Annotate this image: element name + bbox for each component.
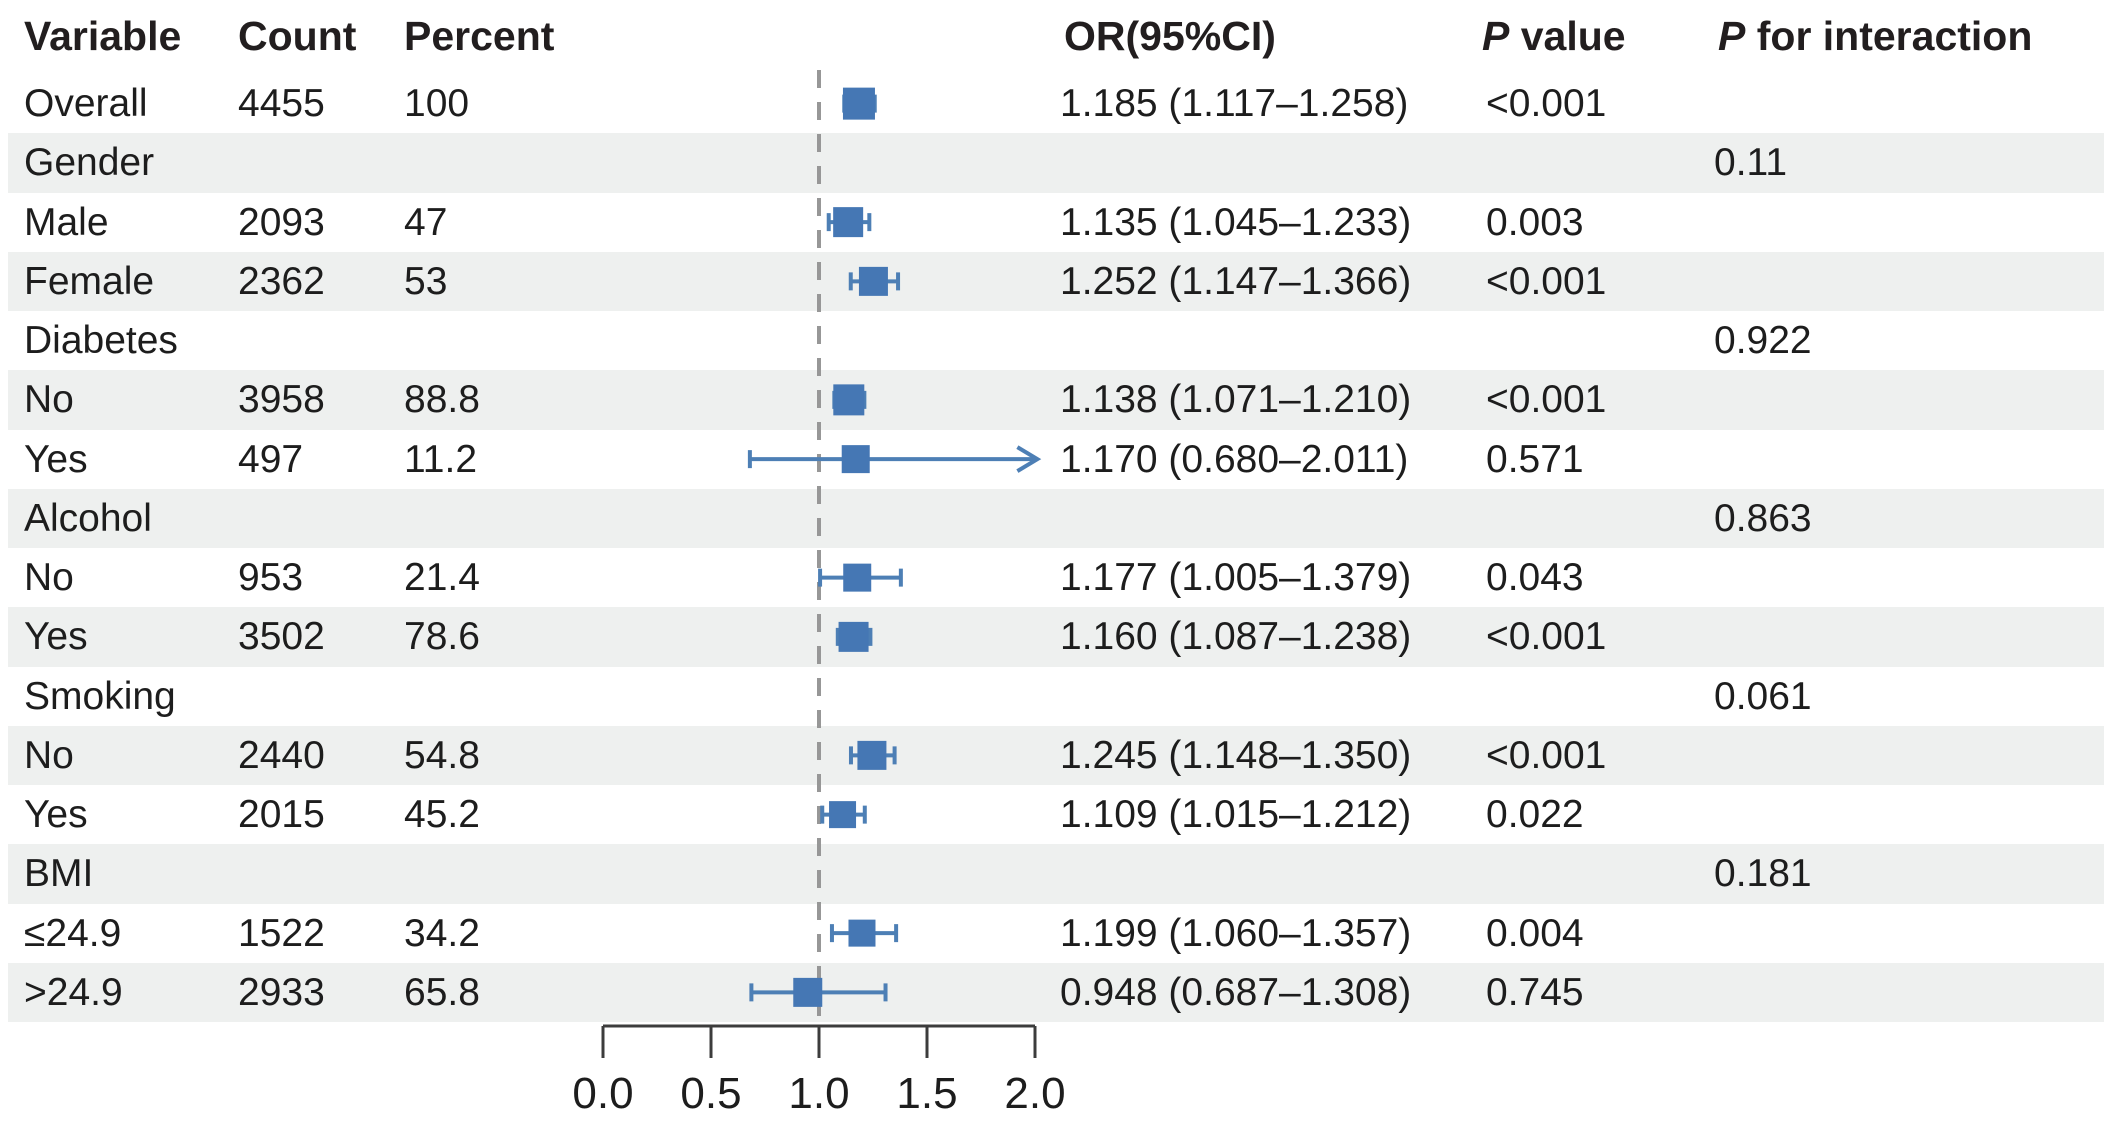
row-variable-label: Female	[24, 259, 155, 303]
row-p-interaction-value: 0.863	[1714, 496, 1812, 540]
row-percent-value: 53	[404, 259, 448, 303]
axis-tick-label: 0.5	[680, 1069, 741, 1118]
row-p-value: 0.003	[1486, 200, 1584, 244]
column-header-p-interaction: P for interaction	[1718, 0, 2032, 72]
column-header-percent: Percent	[404, 13, 555, 59]
p-interaction-italic-p: P	[1718, 13, 1746, 59]
row-p-interaction-value: 0.181	[1714, 852, 1812, 896]
table-row: No 3958 88.8 1.138 (1.071–1.210) <0.001	[8, 370, 2104, 430]
row-p-interaction-value: 0.061	[1714, 674, 1812, 718]
row-variable-label: >24.9	[24, 970, 123, 1014]
row-p-value: <0.001	[1486, 615, 1607, 659]
p-interaction-rest: for interaction	[1745, 13, 2033, 59]
row-percent-value: 78.6	[404, 615, 480, 659]
column-header-variable: Variable	[24, 13, 182, 59]
row-or-ci-value: 1.199 (1.060–1.357)	[1060, 911, 1412, 955]
table-row: No 953 21.4 1.177 (1.005–1.379) 0.043	[8, 548, 2104, 607]
column-header-count: Count	[238, 13, 357, 59]
row-count-value: 2933	[238, 970, 325, 1014]
row-or-ci-value: 1.170 (0.680–2.011)	[1060, 437, 1409, 481]
row-p-value: <0.001	[1486, 378, 1607, 422]
table-row: Female 2362 53 1.252 (1.147–1.366) <0.001	[8, 251, 2104, 311]
row-variable-label: ≤24.9	[24, 911, 122, 955]
table-row-group: Alcohol 0.863	[8, 488, 2104, 548]
row-percent-value: 54.8	[404, 733, 480, 777]
table-row: Yes 2015 45.2 1.109 (1.015–1.212) 0.022	[8, 785, 2104, 844]
table-row-group: Diabetes 0.922	[8, 311, 2104, 370]
row-or-ci-value: 1.185 (1.117–1.258)	[1060, 82, 1409, 125]
row-variable-label: No	[24, 378, 74, 422]
row-percent-value: 11.2	[404, 437, 478, 481]
row-variable-label: Diabetes	[24, 319, 178, 362]
row-percent-value: 45.2	[404, 793, 480, 836]
row-count-value: 3958	[238, 378, 325, 422]
row-count-value: 2015	[238, 793, 325, 836]
row-percent-value: 100	[404, 82, 470, 125]
table-row: Male 2093 47 1.135 (1.045–1.233) 0.003	[8, 193, 2104, 252]
row-or-ci-value: 1.252 (1.147–1.366)	[1060, 259, 1412, 303]
row-variable-label: Yes	[24, 615, 88, 659]
row-or-ci-value: 0.948 (0.687–1.308)	[1060, 970, 1412, 1014]
row-variable-label: No	[24, 733, 74, 777]
row-or-ci-value: 1.135 (1.045–1.233)	[1060, 200, 1412, 244]
row-percent-value: 47	[404, 200, 448, 244]
row-p-interaction-value: 0.11	[1714, 141, 1788, 185]
row-variable-label: Alcohol	[24, 496, 152, 540]
row-count-value: 2362	[238, 259, 325, 303]
row-p-value: 0.745	[1486, 970, 1584, 1014]
row-p-value: 0.043	[1486, 556, 1584, 599]
row-percent-value: 21.4	[404, 556, 480, 599]
row-count-value: 497	[238, 437, 304, 481]
row-or-ci-value: 1.138 (1.071–1.210)	[1060, 378, 1412, 422]
row-p-value: <0.001	[1486, 733, 1607, 777]
table-row-group: Smoking 0.061	[8, 667, 2104, 726]
row-count-value: 1522	[238, 911, 325, 955]
row-variable-label: Yes	[24, 793, 88, 836]
row-variable-label: Overall	[24, 82, 148, 125]
row-or-ci-value: 1.109 (1.015–1.212)	[1060, 793, 1412, 836]
row-or-ci-value: 1.177 (1.005–1.379)	[1060, 556, 1412, 599]
table-row-group: Gender 0.11	[8, 133, 2104, 193]
axis-tick-label: 2.0	[1004, 1069, 1065, 1118]
table-row: Yes 497 11.2 1.170 (0.680–2.011) 0.571	[8, 430, 2104, 489]
table-row: ≤24.9 1522 34.2 1.199 (1.060–1.357) 0.004	[8, 904, 2104, 963]
column-header-or-ci: OR(95%CI)	[1064, 13, 1276, 59]
axis-tick-label: 1.0	[788, 1069, 849, 1118]
row-count-value: 4455	[238, 82, 325, 125]
table-row: No 2440 54.8 1.245 (1.148–1.350) <0.001	[8, 725, 2104, 785]
axis-tick-label: 0.0	[572, 1069, 633, 1118]
table-row: Overall 4455 100 1.185 (1.117–1.258) <0.001	[8, 74, 2104, 133]
p-value-italic-p: P	[1482, 13, 1510, 59]
table-row-group: BMI 0.181	[8, 844, 2104, 904]
row-count-value: 2440	[238, 733, 325, 777]
row-count-value: 953	[238, 556, 304, 599]
row-p-value: 0.571	[1486, 437, 1584, 481]
row-variable-label: Smoking	[24, 674, 176, 718]
row-p-value: <0.001	[1486, 82, 1607, 125]
row-p-interaction-value: 0.922	[1714, 319, 1812, 362]
row-p-value: <0.001	[1486, 259, 1607, 303]
row-variable-label: Yes	[24, 437, 88, 481]
p-value-rest: value	[1509, 13, 1626, 59]
row-percent-value: 34.2	[404, 911, 480, 955]
row-count-value: 2093	[238, 200, 325, 244]
row-percent-value: 65.8	[404, 970, 480, 1014]
row-or-ci-value: 1.245 (1.148–1.350)	[1060, 733, 1412, 777]
table-row: >24.9 2933 65.8 0.948 (0.687–1.308) 0.745	[8, 962, 2104, 1022]
axis-tick-label: 1.5	[896, 1069, 957, 1118]
row-variable-label: Male	[24, 200, 109, 244]
column-header-p-value: P value	[1482, 0, 1626, 72]
row-count-value: 3502	[238, 615, 325, 659]
row-variable-label: BMI	[24, 852, 94, 896]
row-variable-label: No	[24, 556, 74, 599]
row-or-ci-value: 1.160 (1.087–1.238)	[1060, 615, 1412, 659]
row-variable-label: Gender	[24, 141, 155, 185]
row-percent-value: 88.8	[404, 378, 480, 422]
row-p-value: 0.004	[1486, 911, 1584, 955]
row-p-value: 0.022	[1486, 793, 1584, 836]
table-row: Yes 3502 78.6 1.160 (1.087–1.238) <0.001	[8, 607, 2104, 667]
